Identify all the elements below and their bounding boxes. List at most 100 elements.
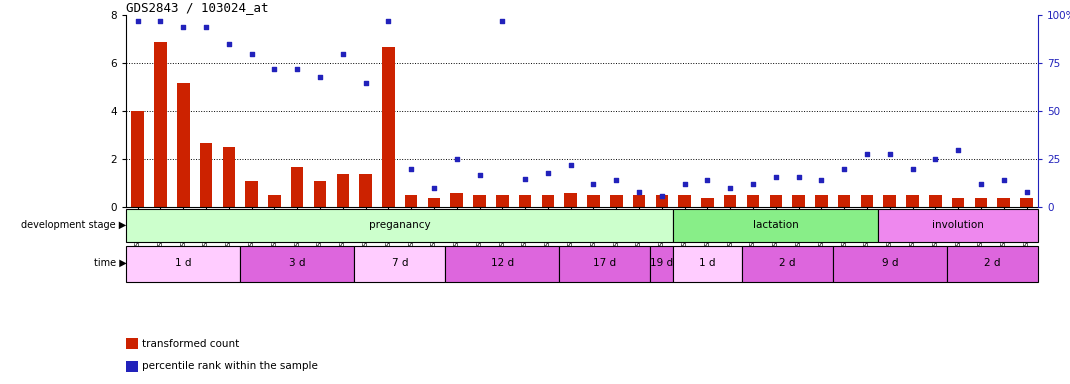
- Bar: [291, 167, 304, 207]
- Text: 1 d: 1 d: [699, 258, 716, 268]
- Bar: [952, 198, 964, 207]
- Point: [995, 177, 1012, 184]
- Bar: [815, 195, 828, 207]
- Bar: [200, 142, 212, 207]
- Bar: [126, 246, 240, 282]
- Bar: [132, 111, 144, 207]
- Bar: [564, 193, 577, 207]
- Point: [311, 74, 328, 80]
- Bar: [906, 195, 919, 207]
- Bar: [126, 338, 138, 349]
- Point: [654, 193, 671, 199]
- Bar: [126, 361, 138, 372]
- Bar: [154, 42, 167, 207]
- Point: [813, 177, 830, 184]
- Bar: [450, 193, 463, 207]
- Point: [174, 24, 192, 30]
- Bar: [701, 198, 714, 207]
- Point: [198, 24, 215, 30]
- Point: [562, 162, 579, 168]
- Bar: [541, 195, 554, 207]
- Bar: [1020, 198, 1033, 207]
- Bar: [929, 195, 942, 207]
- Bar: [742, 246, 832, 282]
- Bar: [240, 246, 354, 282]
- Bar: [382, 46, 395, 207]
- Text: 2 d: 2 d: [984, 258, 1000, 268]
- Bar: [975, 198, 988, 207]
- Text: development stage ▶: development stage ▶: [21, 220, 126, 230]
- Point: [630, 189, 647, 195]
- Bar: [947, 246, 1038, 282]
- Text: involution: involution: [932, 220, 984, 230]
- Point: [448, 156, 465, 162]
- Bar: [673, 246, 742, 282]
- Text: lactation: lactation: [753, 220, 798, 230]
- Text: GDS2843 / 103024_at: GDS2843 / 103024_at: [126, 1, 269, 14]
- Point: [152, 18, 169, 24]
- Point: [289, 66, 306, 72]
- Point: [973, 181, 990, 187]
- Text: 3 d: 3 d: [289, 258, 305, 268]
- Bar: [314, 181, 326, 207]
- Point: [493, 18, 510, 24]
- Text: percentile rank within the sample: percentile rank within the sample: [142, 361, 318, 371]
- Point: [402, 166, 419, 172]
- Bar: [473, 195, 486, 207]
- Point: [265, 66, 282, 72]
- Point: [858, 151, 875, 157]
- Text: transformed count: transformed count: [142, 339, 240, 349]
- Point: [949, 147, 966, 153]
- Bar: [673, 209, 878, 242]
- Point: [334, 51, 351, 57]
- Text: 17 d: 17 d: [593, 258, 616, 268]
- Text: 2 d: 2 d: [779, 258, 795, 268]
- Text: 19 d: 19 d: [651, 258, 673, 268]
- Bar: [878, 209, 1038, 242]
- Bar: [651, 246, 673, 282]
- Text: 7 d: 7 d: [392, 258, 408, 268]
- Bar: [832, 246, 947, 282]
- Bar: [747, 195, 760, 207]
- Bar: [656, 195, 668, 207]
- Point: [220, 41, 238, 47]
- Point: [1018, 189, 1035, 195]
- Point: [129, 18, 147, 24]
- Text: 9 d: 9 d: [882, 258, 898, 268]
- Bar: [587, 195, 600, 207]
- Bar: [360, 174, 372, 207]
- Bar: [884, 195, 896, 207]
- Point: [927, 156, 944, 162]
- Text: preganancy: preganancy: [369, 220, 430, 230]
- Bar: [678, 195, 691, 207]
- Point: [585, 181, 602, 187]
- Point: [882, 151, 899, 157]
- Bar: [610, 195, 623, 207]
- Bar: [126, 209, 673, 242]
- Bar: [428, 198, 440, 207]
- Bar: [997, 198, 1010, 207]
- Bar: [860, 195, 873, 207]
- Bar: [519, 195, 532, 207]
- Bar: [354, 246, 445, 282]
- Point: [676, 181, 693, 187]
- Point: [517, 175, 534, 182]
- Bar: [560, 246, 651, 282]
- Point: [904, 166, 921, 172]
- Text: time ▶: time ▶: [93, 258, 126, 268]
- Bar: [838, 195, 851, 207]
- Point: [745, 181, 762, 187]
- Text: 1 d: 1 d: [175, 258, 192, 268]
- Bar: [445, 246, 560, 282]
- Point: [380, 18, 397, 24]
- Point: [721, 185, 738, 191]
- Point: [539, 170, 556, 176]
- Text: 12 d: 12 d: [491, 258, 514, 268]
- Bar: [496, 195, 508, 207]
- Bar: [632, 195, 645, 207]
- Point: [790, 174, 807, 180]
- Point: [767, 174, 784, 180]
- Point: [471, 172, 488, 178]
- Bar: [245, 181, 258, 207]
- Point: [608, 177, 625, 184]
